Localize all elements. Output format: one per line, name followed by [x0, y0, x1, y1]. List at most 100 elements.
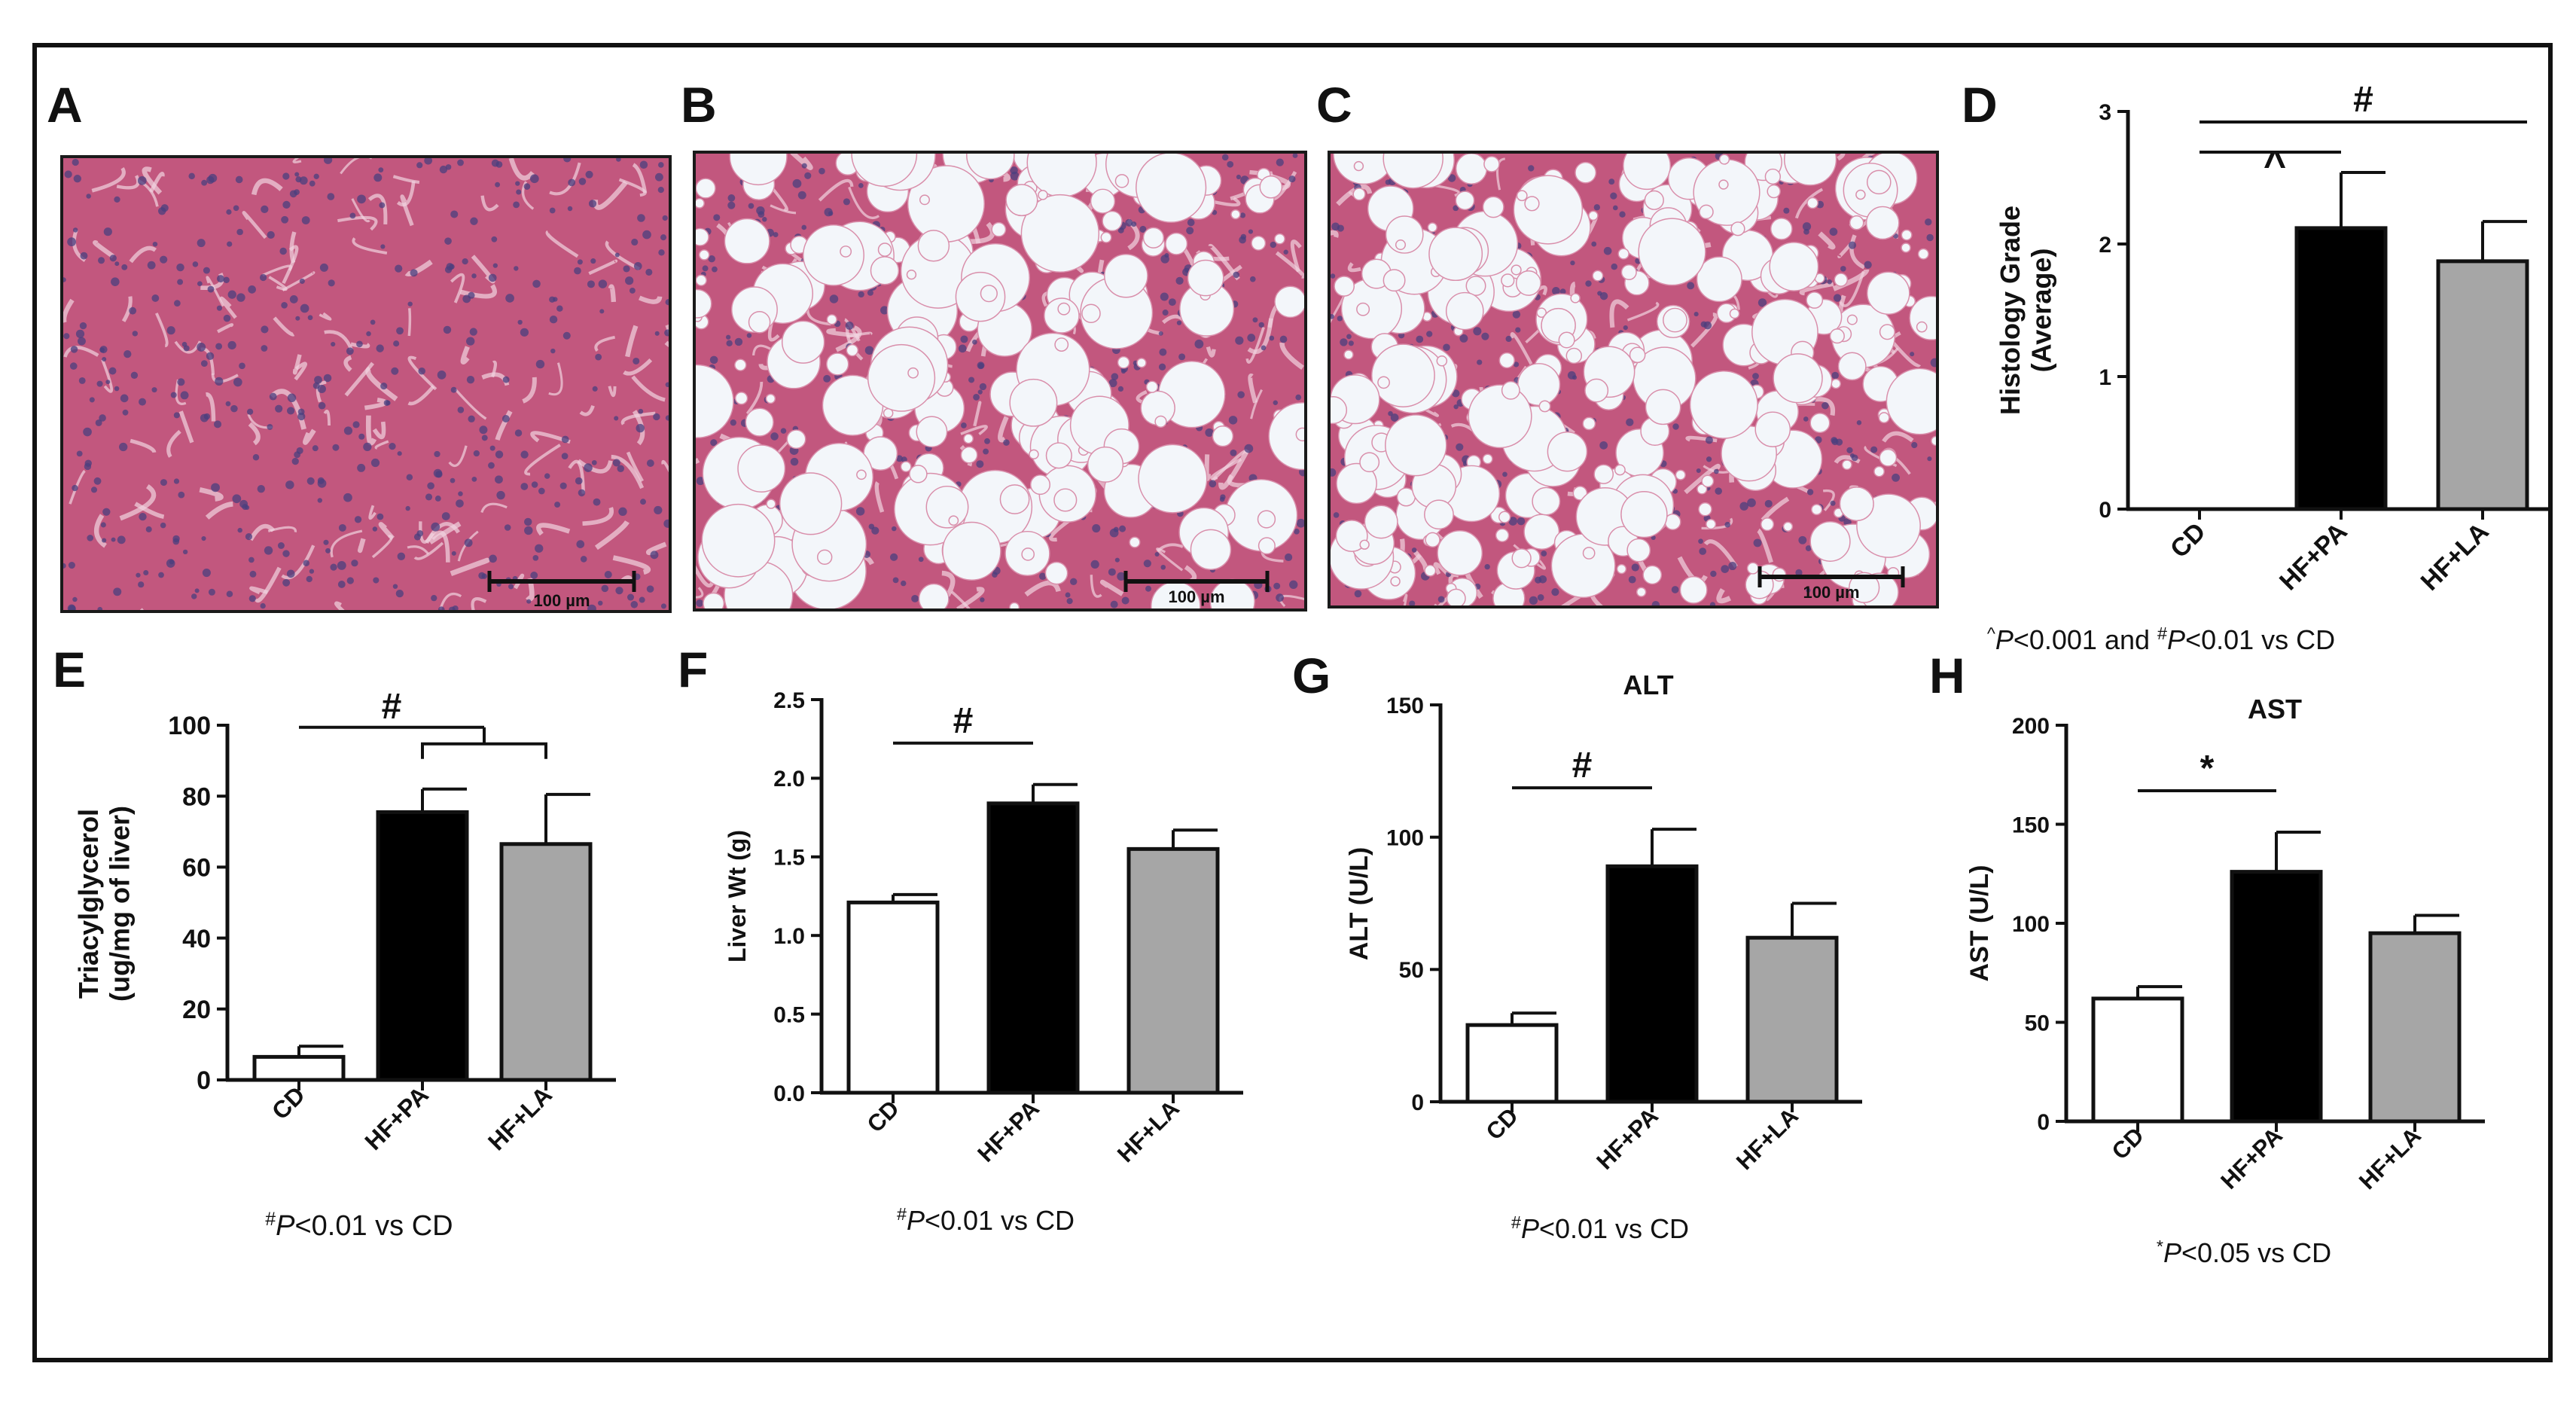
sinusoid [1510, 332, 1533, 365]
lipid-droplet [1698, 502, 1712, 517]
sinusoid [419, 521, 434, 544]
lipid-droplet [1029, 449, 1039, 460]
sinusoid [545, 230, 579, 258]
nucleus [136, 572, 141, 578]
lipid-droplet [1675, 469, 1686, 480]
sinusoid [579, 404, 595, 416]
lipid-droplet [1020, 194, 1100, 273]
nucleus [137, 175, 147, 185]
x-tick-label-f: HF+LA [1112, 1095, 1184, 1167]
nucleus [248, 595, 256, 602]
nucleus [1599, 291, 1608, 300]
lipid-droplet [948, 515, 959, 526]
lipid-droplet [1616, 563, 1627, 575]
nucleus [87, 535, 94, 541]
nucleus [260, 602, 266, 609]
nucleus [858, 291, 864, 298]
nucleus [1599, 441, 1608, 450]
lipid-droplet [1538, 400, 1551, 413]
lipid-droplet [1343, 349, 1354, 360]
nucleus [297, 412, 306, 421]
lipid-droplet [963, 433, 974, 444]
nucleus [597, 600, 603, 606]
nucleus [468, 415, 475, 422]
nucleus [191, 593, 197, 599]
nucleus [577, 259, 583, 265]
lipid-droplet [745, 407, 774, 437]
lipid-droplet [1536, 307, 1547, 318]
lipid-droplet [1424, 499, 1454, 530]
significance-symbol-d: # [2353, 80, 2373, 120]
nucleus [299, 176, 308, 185]
nucleus [495, 475, 503, 484]
sinusoid [129, 246, 157, 264]
nucleus [197, 342, 206, 352]
nucleus [236, 228, 243, 236]
nucleus [174, 300, 181, 307]
nucleus [464, 538, 473, 547]
nucleus [889, 553, 898, 561]
nucleus [601, 584, 609, 593]
sinusoid [407, 545, 430, 555]
nucleus [1619, 211, 1626, 218]
bar-f-0 [846, 900, 940, 1095]
nucleus [505, 294, 514, 303]
bar-e-2 [499, 842, 593, 1082]
sinusoid [205, 501, 233, 520]
sinusoid [94, 514, 108, 548]
lipid-droplet [1268, 402, 1304, 471]
y-tick-label-d: 3 [2099, 100, 2111, 125]
nucleus [139, 398, 147, 406]
y-tick-label-f: 1.0 [773, 924, 805, 949]
nucleus [1276, 593, 1284, 602]
lipid-droplet [734, 358, 747, 371]
lipid-droplet [1638, 218, 1706, 286]
nucleus [373, 173, 383, 182]
nucleus [1209, 480, 1217, 488]
lipid-droplet [1645, 389, 1681, 425]
nucleus [267, 423, 273, 430]
nucleus [1385, 179, 1391, 185]
nucleus [317, 477, 325, 484]
nucleus [396, 327, 404, 335]
lipid-droplet [917, 230, 950, 262]
nucleus [145, 526, 152, 532]
bar-h-1 [2230, 870, 2323, 1124]
lipid-droplet [1465, 276, 1486, 296]
nucleus [216, 305, 223, 311]
sinusoid [1794, 188, 1824, 219]
nucleus [892, 526, 897, 532]
sinusoid [254, 566, 282, 603]
nucleus [585, 170, 593, 178]
nucleus [980, 597, 985, 602]
nucleus [491, 236, 498, 242]
nucleus [63, 277, 66, 282]
nucleus [96, 380, 103, 387]
sinusoid [1218, 448, 1250, 490]
sinusoid [1690, 313, 1718, 348]
lipid-droplet [1483, 156, 1500, 172]
nucleus [102, 538, 107, 543]
sinusoid [471, 596, 487, 610]
lipid-droplet [1879, 324, 1895, 340]
sinusoid [175, 379, 187, 405]
lipid-droplet [1353, 160, 1364, 172]
nucleus [727, 194, 736, 202]
nucleus [660, 603, 666, 609]
nucleus [972, 339, 977, 345]
nucleus [72, 596, 78, 602]
lipid-droplet [1829, 328, 1845, 344]
lipid-droplet [1425, 532, 1440, 547]
sinusoid [524, 444, 561, 476]
nucleus [1159, 348, 1167, 356]
nucleus [554, 502, 561, 508]
nucleus [646, 585, 654, 593]
nucleus [576, 540, 585, 548]
nucleus [508, 584, 514, 590]
nucleus [665, 299, 669, 306]
sinusoid [1248, 373, 1258, 404]
nucleus [277, 542, 285, 549]
nucleus [233, 205, 239, 212]
lipid-droplet [1021, 547, 1035, 561]
